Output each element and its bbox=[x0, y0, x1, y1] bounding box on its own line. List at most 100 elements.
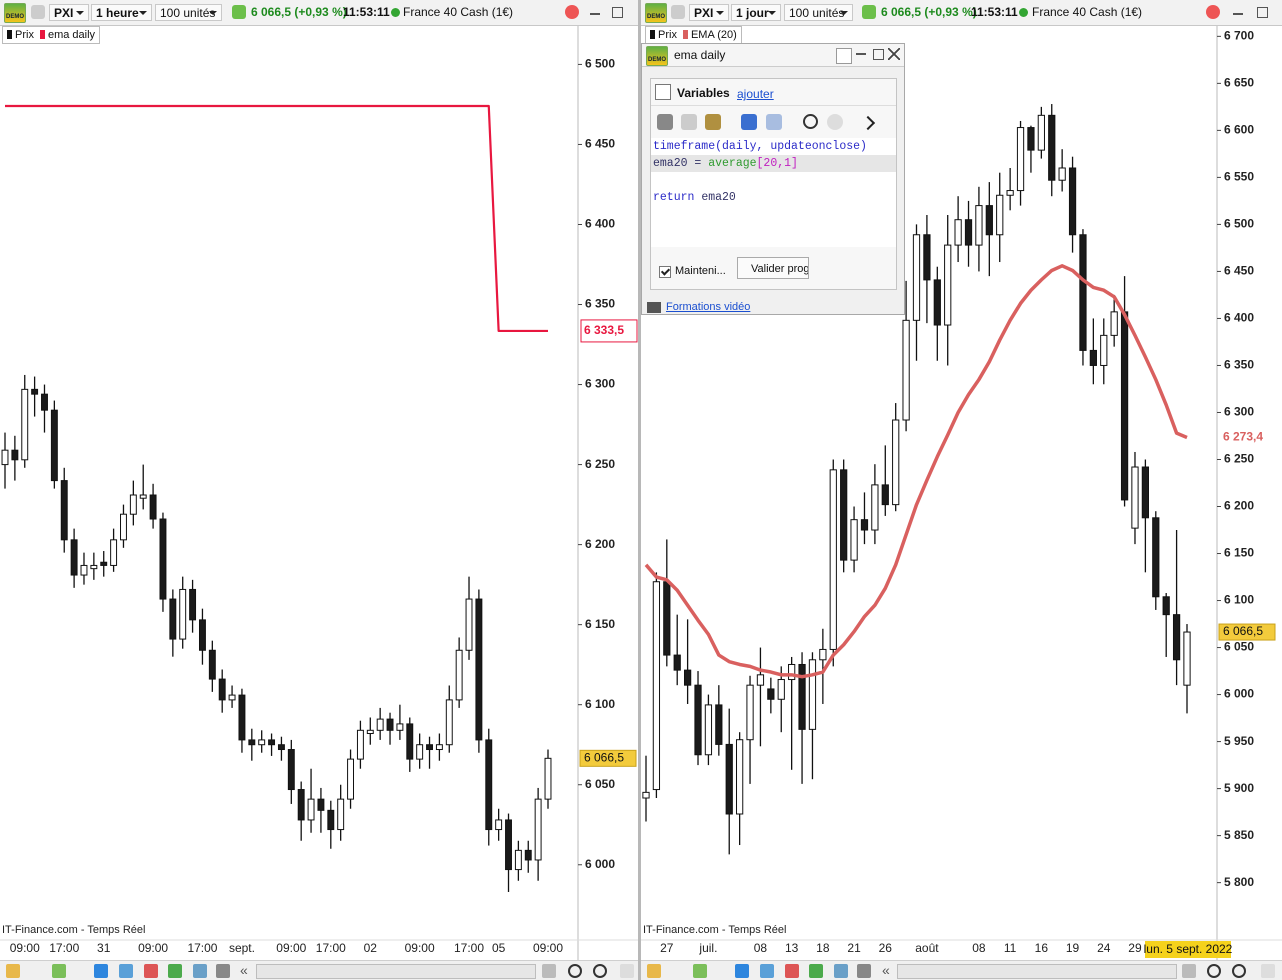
link-icon[interactable] bbox=[671, 5, 685, 19]
timeframe-select[interactable]: 1 heure bbox=[91, 4, 152, 21]
symbol-select[interactable]: PXI bbox=[49, 4, 89, 21]
screen-tool[interactable] bbox=[193, 964, 207, 978]
candle-body bbox=[996, 194, 1004, 236]
candle-body bbox=[475, 598, 483, 741]
undo-button[interactable] bbox=[741, 114, 757, 130]
minimize-button[interactable] bbox=[856, 53, 866, 55]
zoom-out[interactable] bbox=[568, 964, 582, 978]
x-tick-label: 09:00 bbox=[405, 941, 435, 955]
trade-icon[interactable] bbox=[232, 5, 246, 19]
code-token: average bbox=[708, 157, 757, 170]
candle-body bbox=[788, 663, 796, 681]
wrench-icon[interactable] bbox=[655, 84, 671, 100]
indicator-tool[interactable] bbox=[52, 964, 66, 978]
copy-button[interactable] bbox=[681, 114, 697, 130]
candle-body bbox=[297, 789, 305, 821]
scroll-back[interactable]: « bbox=[882, 962, 890, 978]
maximize-button[interactable] bbox=[1257, 7, 1268, 18]
scrollbar[interactable] bbox=[897, 964, 1177, 979]
draw-tool[interactable] bbox=[6, 964, 20, 978]
candle-body bbox=[268, 739, 276, 746]
scroll-end[interactable] bbox=[620, 964, 634, 978]
candle-body bbox=[307, 798, 315, 821]
refresh-icon[interactable] bbox=[1206, 5, 1220, 19]
screen-tool[interactable] bbox=[834, 964, 848, 978]
cut-button[interactable] bbox=[657, 114, 673, 130]
y-tick-label: 6 700 bbox=[1224, 29, 1254, 43]
close-button[interactable] bbox=[888, 48, 900, 60]
scroll-back[interactable]: « bbox=[240, 962, 248, 978]
video-link[interactable]: Formations vidéo bbox=[666, 301, 751, 313]
scrollbar[interactable] bbox=[256, 964, 536, 979]
zoom-fit[interactable] bbox=[1182, 964, 1196, 978]
paste-button[interactable] bbox=[705, 114, 721, 130]
candle-body bbox=[715, 704, 723, 745]
scroll-end[interactable] bbox=[1261, 964, 1275, 978]
code-area[interactable]: timeframe(daily, updateonclose) ema20 = a… bbox=[651, 138, 896, 247]
search-button[interactable] bbox=[803, 114, 818, 129]
code-editor-window: DEMO ema daily Variables ajouter timefra… bbox=[641, 43, 905, 315]
more-button[interactable] bbox=[860, 115, 876, 131]
order-tool[interactable] bbox=[144, 964, 158, 978]
candle-body bbox=[198, 619, 206, 651]
symbol-select[interactable]: PXI bbox=[689, 4, 729, 21]
watermark: IT-Finance.com - Temps Réel bbox=[643, 924, 787, 936]
candle-body bbox=[808, 659, 817, 730]
redo-button[interactable] bbox=[766, 114, 782, 130]
add-link[interactable]: ajouter bbox=[737, 87, 774, 101]
refresh-icon[interactable] bbox=[565, 5, 579, 19]
x-tick-label: 29 bbox=[1128, 941, 1142, 955]
candle-body bbox=[1006, 190, 1014, 196]
zoom-in[interactable] bbox=[593, 964, 607, 978]
keep-checkbox[interactable] bbox=[659, 266, 671, 278]
chat-tool[interactable] bbox=[760, 964, 774, 978]
zoom-fit[interactable] bbox=[542, 964, 556, 978]
clock: 11:53:11 bbox=[971, 5, 1018, 19]
help-button[interactable] bbox=[836, 48, 852, 64]
order-tool[interactable] bbox=[785, 964, 799, 978]
share-tool[interactable] bbox=[735, 964, 749, 978]
chart-tool[interactable] bbox=[857, 964, 871, 978]
candle-body bbox=[169, 598, 177, 640]
units-select[interactable]: 100 unités bbox=[784, 4, 853, 21]
legend-swatch bbox=[682, 30, 688, 39]
comment-button[interactable] bbox=[827, 114, 843, 130]
candle-body bbox=[129, 494, 137, 515]
candle-body bbox=[850, 519, 858, 561]
demo-badge[interactable]: DEMO bbox=[4, 3, 26, 23]
y-tick-label: 6 050 bbox=[585, 777, 615, 791]
candle-body bbox=[31, 388, 39, 395]
window-title: ema daily bbox=[674, 48, 726, 62]
x-tick-label: 16 bbox=[1035, 941, 1049, 955]
maximize-button[interactable] bbox=[873, 49, 884, 60]
instrument: France 40 Cash (1€) bbox=[403, 5, 514, 19]
x-tick-label: 17:00 bbox=[49, 941, 79, 955]
candle-body bbox=[455, 649, 463, 701]
list-tool[interactable] bbox=[168, 964, 182, 978]
link-icon[interactable] bbox=[31, 5, 45, 19]
chart-tool[interactable] bbox=[216, 964, 230, 978]
zoom-in[interactable] bbox=[1232, 964, 1246, 978]
x-tick-label: 05 bbox=[492, 941, 506, 955]
candle-body bbox=[1110, 311, 1118, 336]
units-select[interactable]: 100 unités bbox=[155, 4, 222, 21]
candle-body bbox=[149, 494, 157, 520]
minimize-button[interactable] bbox=[590, 5, 600, 15]
list-tool[interactable] bbox=[809, 964, 823, 978]
candle-body bbox=[90, 564, 98, 570]
y-tick-label: 6 150 bbox=[585, 617, 615, 631]
minimize-button[interactable] bbox=[1233, 5, 1243, 15]
demo-badge[interactable]: DEMO bbox=[645, 3, 667, 23]
maximize-button[interactable] bbox=[612, 7, 623, 18]
y-tick-label: 6 200 bbox=[1224, 499, 1254, 513]
zoom-out[interactable] bbox=[1207, 964, 1221, 978]
timeframe-select[interactable]: 1 jour bbox=[731, 4, 781, 21]
indicator-tool[interactable] bbox=[693, 964, 707, 978]
y-tick-label: 6 300 bbox=[1224, 405, 1254, 419]
candle-body bbox=[767, 688, 775, 700]
chat-tool[interactable] bbox=[119, 964, 133, 978]
trade-icon[interactable] bbox=[862, 5, 876, 19]
draw-tool[interactable] bbox=[647, 964, 661, 978]
share-tool[interactable] bbox=[94, 964, 108, 978]
validate-button[interactable]: Valider prog bbox=[737, 257, 809, 279]
